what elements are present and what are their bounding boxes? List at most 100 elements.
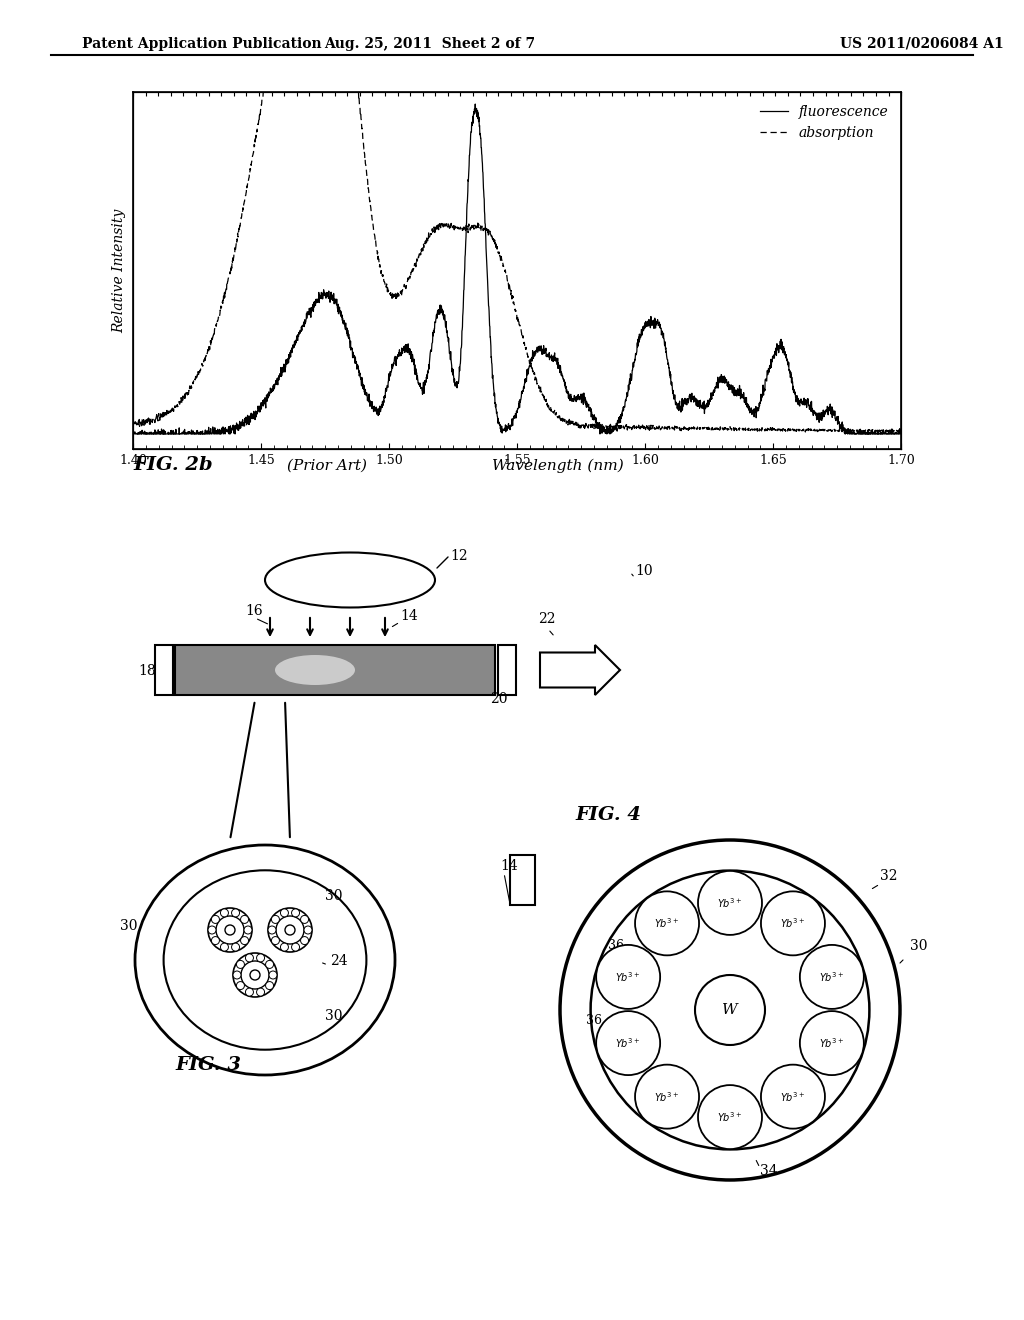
Circle shape [596, 945, 660, 1008]
absorption [127, 416, 139, 432]
Circle shape [292, 909, 300, 917]
Text: 32: 32 [880, 869, 897, 883]
Y-axis label: Relative Intensity: Relative Intensity [113, 209, 126, 333]
Circle shape [225, 925, 234, 935]
Circle shape [800, 945, 864, 1008]
Text: 18: 18 [138, 664, 156, 678]
Text: (Prior Art): (Prior Art) [287, 459, 367, 473]
Circle shape [265, 961, 273, 969]
Circle shape [635, 1065, 699, 1129]
Text: $Yb^{3+}$: $Yb^{3+}$ [654, 916, 680, 931]
fluorescence [260, 392, 272, 408]
Circle shape [800, 1011, 864, 1074]
fluorescence [455, 341, 467, 356]
Circle shape [244, 927, 252, 935]
Text: FIG. 4: FIG. 4 [575, 807, 641, 824]
Text: 12: 12 [450, 549, 468, 564]
absorption [895, 424, 907, 440]
Legend: fluorescence, absorption: fluorescence, absorption [755, 99, 894, 145]
Circle shape [257, 989, 264, 997]
Ellipse shape [275, 655, 355, 685]
Bar [155, 645, 173, 696]
Text: $Yb^{3+}$: $Yb^{3+}$ [819, 1036, 845, 1049]
Circle shape [761, 891, 825, 956]
Circle shape [695, 975, 765, 1045]
Circle shape [761, 1065, 825, 1129]
absorption [881, 424, 893, 440]
Circle shape [250, 970, 260, 979]
Circle shape [237, 982, 245, 990]
Text: $Yb^{3+}$: $Yb^{3+}$ [615, 1036, 641, 1049]
Text: Wavelength (nm): Wavelength (nm) [492, 458, 624, 473]
absorption [422, 230, 434, 246]
Text: 36: 36 [801, 928, 816, 941]
Circle shape [208, 927, 216, 935]
Text: Patent Application Publication: Patent Application Publication [82, 37, 322, 51]
Text: 30: 30 [325, 888, 342, 903]
Circle shape [268, 927, 276, 935]
Bar [510, 855, 535, 906]
Circle shape [231, 909, 240, 917]
Circle shape [231, 942, 240, 952]
Text: Aug. 25, 2011  Sheet 2 of 7: Aug. 25, 2011 Sheet 2 of 7 [325, 37, 536, 51]
Circle shape [304, 927, 312, 935]
Text: 30: 30 [910, 939, 928, 953]
Circle shape [635, 891, 699, 956]
absorption [455, 222, 467, 238]
Circle shape [246, 989, 253, 997]
Circle shape [241, 937, 249, 945]
fluorescence [798, 392, 810, 408]
Bar [498, 645, 516, 696]
Circle shape [271, 937, 280, 945]
Line: absorption: absorption [133, 0, 901, 432]
Line: fluorescence: fluorescence [133, 104, 901, 434]
Text: 20: 20 [490, 692, 508, 706]
Circle shape [269, 972, 278, 979]
Text: 14: 14 [400, 609, 418, 623]
Circle shape [241, 915, 249, 924]
Circle shape [698, 1085, 762, 1150]
absorption [260, 69, 272, 84]
Text: 34: 34 [760, 1164, 777, 1177]
Circle shape [301, 915, 308, 924]
Circle shape [596, 1011, 660, 1074]
fluorescence [127, 426, 139, 442]
absorption [816, 424, 828, 440]
Circle shape [292, 942, 300, 952]
Circle shape [233, 972, 241, 979]
Text: FIG. 3: FIG. 3 [175, 1056, 241, 1074]
Text: 22: 22 [538, 612, 555, 626]
Text: $Yb^{3+}$: $Yb^{3+}$ [615, 970, 641, 983]
Text: 10: 10 [635, 564, 652, 578]
Text: 36: 36 [586, 1014, 602, 1027]
Text: 24: 24 [330, 954, 347, 968]
Circle shape [271, 915, 280, 924]
Circle shape [265, 982, 273, 990]
absorption [215, 302, 227, 318]
Circle shape [281, 942, 289, 952]
Text: 16: 16 [245, 605, 262, 618]
fluorescence [895, 425, 907, 441]
absorption [798, 421, 810, 437]
Circle shape [246, 954, 253, 962]
Circle shape [257, 954, 264, 962]
fluorescence [215, 424, 227, 440]
Text: W: W [722, 1003, 738, 1016]
Text: 36: 36 [801, 1078, 816, 1092]
Circle shape [285, 925, 295, 935]
Text: 36: 36 [822, 993, 838, 1006]
Text: 30: 30 [325, 1008, 342, 1023]
Text: $Yb^{3+}$: $Yb^{3+}$ [819, 970, 845, 983]
Text: 30: 30 [120, 919, 137, 933]
Text: 36: 36 [640, 1100, 655, 1113]
Text: $Yb^{3+}$: $Yb^{3+}$ [780, 1090, 806, 1104]
Text: $Yb^{3+}$: $Yb^{3+}$ [717, 896, 742, 909]
Text: US 2011/0206084 A1: US 2011/0206084 A1 [840, 37, 1004, 51]
Text: $Yb^{3+}$: $Yb^{3+}$ [717, 1110, 742, 1125]
Text: 36: 36 [607, 940, 624, 952]
Circle shape [211, 915, 219, 924]
Text: FIG. 2b: FIG. 2b [133, 455, 213, 474]
Circle shape [211, 937, 219, 945]
Circle shape [237, 961, 245, 969]
Circle shape [220, 942, 228, 952]
